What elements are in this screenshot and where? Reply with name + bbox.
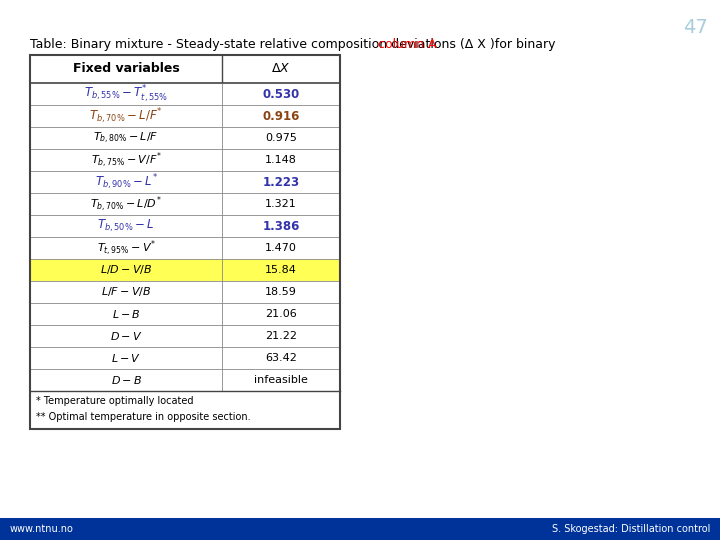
- Text: 1.386: 1.386: [262, 219, 300, 233]
- Text: infeasible: infeasible: [254, 375, 308, 385]
- Text: www.ntnu.no: www.ntnu.no: [10, 524, 74, 534]
- Text: $T_{b,55\%} - T_{t,55\%}^{*}$: $T_{b,55\%} - T_{t,55\%}^{*}$: [84, 83, 168, 105]
- Text: $T_{b,70\%} - L/D^{*}$: $T_{b,70\%} - L/D^{*}$: [90, 194, 162, 214]
- Text: $L/F - V/B$: $L/F - V/B$: [101, 286, 151, 299]
- Bar: [30, 347, 340, 369]
- Bar: [30, 55, 340, 429]
- Text: S. Skogestad: Distillation control: S. Skogestad: Distillation control: [552, 524, 710, 534]
- Text: 47: 47: [683, 18, 708, 37]
- Text: 63.42: 63.42: [265, 353, 297, 363]
- Text: ** Optimal temperature in opposite section.: ** Optimal temperature in opposite secti…: [36, 412, 251, 422]
- Text: 0.916: 0.916: [262, 110, 300, 123]
- Bar: [30, 83, 340, 105]
- Bar: [30, 55, 340, 83]
- Bar: [30, 369, 340, 391]
- Bar: [30, 149, 340, 171]
- Text: 1.321: 1.321: [265, 199, 297, 209]
- Text: 0.975: 0.975: [265, 133, 297, 143]
- Text: $T_{b,75\%} - V/F^{*}$: $T_{b,75\%} - V/F^{*}$: [91, 150, 162, 170]
- Text: $D - V$: $D - V$: [110, 330, 143, 342]
- Text: $T_{b,50\%} - L$: $T_{b,50\%} - L$: [97, 218, 155, 234]
- Text: 0.530: 0.530: [263, 87, 300, 100]
- Text: Table: Binary mixture - Steady-state relative composition deviations (Δ X )for b: Table: Binary mixture - Steady-state rel…: [30, 38, 559, 51]
- Bar: [30, 105, 340, 127]
- Text: $T_{b,80\%} - L/F$: $T_{b,80\%} - L/F$: [94, 131, 159, 146]
- Text: 1.148: 1.148: [265, 155, 297, 165]
- Text: 1.223: 1.223: [263, 176, 300, 188]
- Text: $L/D - V/B$: $L/D - V/B$: [100, 264, 153, 276]
- Bar: [30, 193, 340, 215]
- Text: 18.59: 18.59: [265, 287, 297, 297]
- Text: $L - V$: $L - V$: [111, 352, 141, 364]
- Bar: [30, 303, 340, 325]
- Text: $L - B$: $L - B$: [112, 308, 140, 320]
- Text: 15.84: 15.84: [265, 265, 297, 275]
- Bar: [30, 325, 340, 347]
- Text: $T_{t,95\%} - V^{*}$: $T_{t,95\%} - V^{*}$: [96, 238, 156, 258]
- Text: $T_{b,90\%} - L^{*}$: $T_{b,90\%} - L^{*}$: [94, 172, 158, 192]
- Bar: [30, 55, 340, 429]
- Text: $T_{b,70\%} - L/F^{*}$: $T_{b,70\%} - L/F^{*}$: [89, 106, 163, 126]
- Text: 1.470: 1.470: [265, 243, 297, 253]
- Bar: [30, 259, 340, 281]
- Bar: [30, 171, 340, 193]
- Bar: [30, 215, 340, 237]
- Bar: [30, 237, 340, 259]
- Bar: [30, 281, 340, 303]
- Text: 21.22: 21.22: [265, 331, 297, 341]
- Text: 21.06: 21.06: [265, 309, 297, 319]
- Text: $\Delta X$: $\Delta X$: [271, 63, 291, 76]
- Text: $D - B$: $D - B$: [110, 374, 142, 386]
- Bar: [30, 391, 340, 429]
- Text: Fixed variables: Fixed variables: [73, 63, 179, 76]
- Bar: [0, 518, 720, 540]
- Bar: [30, 127, 340, 149]
- Text: column A: column A: [378, 38, 436, 51]
- Text: * Temperature optimally located: * Temperature optimally located: [36, 396, 194, 406]
